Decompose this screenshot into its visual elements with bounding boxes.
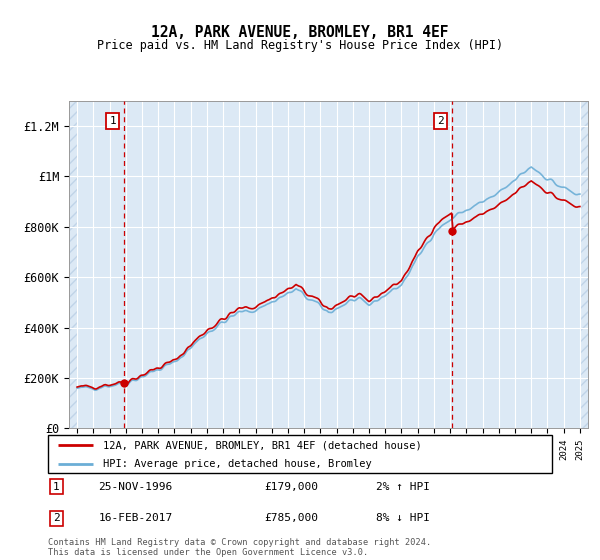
Text: 16-FEB-2017: 16-FEB-2017 xyxy=(98,514,173,524)
Text: 8% ↓ HPI: 8% ↓ HPI xyxy=(376,514,430,524)
Text: 2: 2 xyxy=(53,514,60,524)
Text: £179,000: £179,000 xyxy=(265,482,319,492)
Text: 12A, PARK AVENUE, BROMLEY, BR1 4EF: 12A, PARK AVENUE, BROMLEY, BR1 4EF xyxy=(151,25,449,40)
Text: 1: 1 xyxy=(109,116,116,126)
Text: 1: 1 xyxy=(53,482,60,492)
Text: 25-NOV-1996: 25-NOV-1996 xyxy=(98,482,173,492)
Text: £785,000: £785,000 xyxy=(265,514,319,524)
Text: 2% ↑ HPI: 2% ↑ HPI xyxy=(376,482,430,492)
Text: Contains HM Land Registry data © Crown copyright and database right 2024.
This d: Contains HM Land Registry data © Crown c… xyxy=(48,538,431,557)
Text: Price paid vs. HM Land Registry's House Price Index (HPI): Price paid vs. HM Land Registry's House … xyxy=(97,39,503,52)
Bar xyxy=(69,101,77,428)
Text: 12A, PARK AVENUE, BROMLEY, BR1 4EF (detached house): 12A, PARK AVENUE, BROMLEY, BR1 4EF (deta… xyxy=(103,440,422,450)
Bar xyxy=(580,101,588,428)
Text: 2: 2 xyxy=(437,116,444,126)
Text: HPI: Average price, detached house, Bromley: HPI: Average price, detached house, Brom… xyxy=(103,459,372,469)
